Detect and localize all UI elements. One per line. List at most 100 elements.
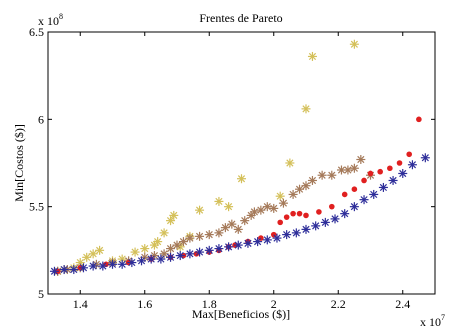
data-point [159,249,169,259]
data-point [185,233,195,243]
data-point [349,202,359,212]
data-point [282,230,292,240]
data-point [406,151,413,158]
y-multiplier: x 108 [38,12,63,28]
data-point [98,261,108,271]
data-point [172,240,182,250]
x-tick-label: 1.6 [137,297,152,311]
x-axis-label: Max[Beneficios ($)] [192,307,290,321]
data-point [301,104,311,114]
data-point [214,244,224,254]
data-point [224,202,234,212]
data-point [387,165,393,172]
data-point [296,210,303,217]
data-point [49,266,59,276]
data-point [166,244,176,254]
data-point [204,230,214,240]
y-multiplier-base: x 10 [38,14,59,28]
data-point [95,245,105,255]
data-point [340,209,350,219]
x-tick-label: 2 [271,297,277,311]
data-point [166,216,176,226]
data-point [388,175,398,185]
data-point [227,219,237,229]
data-point [295,184,305,194]
data-point [253,237,263,247]
data-point [220,223,230,233]
y-tick-label: 6 [38,112,44,126]
data-point [301,181,311,191]
x-tick-label: 1.4 [73,297,88,311]
data-point [327,170,337,180]
data-point [130,247,140,257]
data-point [262,235,272,245]
data-point [178,237,188,247]
y-tick-label: 5.5 [29,200,44,214]
series-3 [49,153,430,276]
x-multiplier-exponent: 7 [441,313,445,322]
data-point [377,168,383,175]
data-point [343,165,353,175]
data-point [195,231,205,241]
data-point [262,202,272,212]
data-point [159,228,169,238]
data-point [351,186,358,192]
data-point [290,210,296,217]
data-point [127,258,137,268]
data-point [349,163,359,173]
data-point [185,249,195,259]
data-point [204,245,214,255]
data-point [307,51,317,61]
data-point [175,251,185,261]
data-point [316,209,322,215]
data-point [117,259,127,269]
data-point [233,240,243,250]
x-tick-label: 2.4 [395,297,410,311]
data-point [69,265,79,275]
data-point [153,237,163,247]
data-point [320,217,330,227]
data-point [240,216,250,226]
data-point [341,191,348,198]
y-tick-label: 6.5 [29,25,44,39]
y-axis-label: Min[Costos ($)] [12,124,26,202]
data-point [398,168,408,178]
data-point [214,196,224,206]
data-marks [49,39,430,276]
data-point [330,214,340,224]
data-point [169,210,179,220]
data-point [301,224,311,234]
data-point [275,191,285,201]
data-point [420,153,430,163]
data-point [59,265,69,275]
data-point [359,195,369,205]
data-point [88,261,98,271]
data-point [269,203,279,213]
data-point [288,189,298,199]
y-tick-label: 5 [38,287,44,301]
x-multiplier-base: x 10 [420,315,441,327]
data-point [283,214,290,220]
plot-area [47,31,436,295]
data-point [78,263,88,273]
data-point [166,252,176,262]
data-point [140,244,150,254]
data-point [356,155,366,165]
data-point [237,174,246,184]
data-point [329,203,335,210]
data-point [361,177,367,184]
data-point [416,116,422,123]
data-point [369,189,379,199]
data-point [233,224,243,234]
data-point [317,170,327,180]
y-multiplier-exponent: 8 [59,12,63,21]
data-point [307,175,317,185]
data-point [256,205,266,215]
data-point [278,198,288,208]
data-point [214,228,224,238]
data-point [367,170,374,177]
chart-title: Frentes de Pareto [199,11,282,25]
data-point [311,221,321,231]
